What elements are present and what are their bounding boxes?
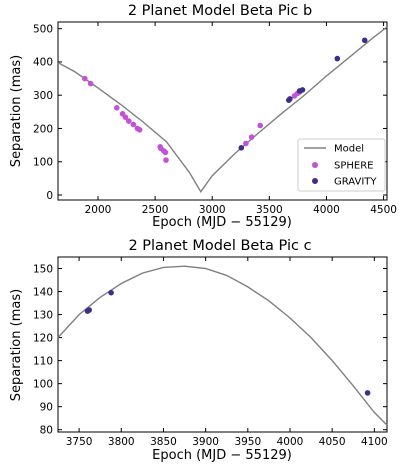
gravity-point [334,55,341,62]
y-axis-label-c: Separation (mas) [9,289,24,401]
gravity-point [86,307,92,313]
data-marks-b [57,26,388,193]
panel-beta-pic-c: 2 Planet Model Beta Pic c 3750 3800 3850 39… [9,238,388,463]
model-curve-c [57,265,388,426]
sphere-point [126,118,132,124]
gravity-point [238,145,245,151]
sphere-point [257,122,264,129]
y-tick-label: 110 [33,355,53,367]
gravity-point [287,96,293,102]
x-tick-label: 4500 [370,204,397,216]
sphere-point [136,127,143,133]
y-tick-label: 200 [33,123,53,135]
x-tick-label: 3000 [199,204,226,216]
legend-gravity-label: GRAVITY [334,177,377,188]
sphere-point [162,149,169,156]
axis-ticks-b [58,22,387,200]
legend-sphere-label: SPHERE [334,161,373,172]
y-tick-label: 0 [46,190,53,202]
x-tick-labels-c: 3750 3800 3850 3900 3950 4000 4050 4100 [66,436,388,448]
y-tick-labels-c: 80 90 100 110 120 130 140 150 [33,263,53,436]
y-tick-label: 100 [33,157,53,169]
sphere-point [87,80,94,87]
axis-ticks-c [58,257,387,432]
x-tick-label: 4100 [361,436,388,448]
legend-box [297,138,386,192]
legend-b: Model SPHERE GRAVITY [297,138,386,192]
y-tick-label: 100 [33,378,53,390]
y-tick-labels-b: 0 100 200 300 400 500 [33,23,53,201]
model-curve-b [57,26,388,193]
y-tick-label: 120 [33,332,53,344]
sphere-point [130,121,137,128]
chart-title-b: 2 Planet Model Beta Pic b [128,3,312,19]
panel-beta-pic-b: 2 Planet Model Beta Pic b 2000 2500 3000 35… [9,3,397,230]
sphere-point [82,75,88,82]
plot-frame-c [57,256,388,433]
y-tick-label: 80 [40,424,53,436]
y-tick-label: 500 [33,23,53,35]
y-tick-label: 300 [33,90,53,102]
x-tick-label: 2500 [142,204,169,216]
y-tick-label: 140 [33,286,53,298]
x-tick-label: 3850 [150,436,177,448]
x-tick-label: 3750 [66,436,93,448]
x-tick-label: 3900 [192,436,219,448]
sphere-point [248,134,255,140]
sphere-point [157,144,163,150]
plot-frame-b [57,21,388,201]
x-tick-label: 3800 [108,436,135,448]
gravity-point [361,37,368,44]
sphere-point [122,114,129,120]
y-tick-label: 150 [33,263,53,275]
legend-model-label: Model [334,144,364,155]
x-tick-label: 3500 [256,204,283,216]
legend-gravity-swatch [312,178,318,184]
data-marks-c [57,265,388,426]
x-tick-label: 4000 [277,436,304,448]
y-tick-label: 130 [33,309,53,321]
x-axis-label-c: Epoch (MJD − 55129) [152,448,292,463]
y-axis-label-b: Separation (mas) [9,55,24,167]
sphere-point [163,157,169,163]
x-tick-label: 4000 [313,204,340,216]
y-tick-label: 400 [33,57,53,69]
x-tick-label: 3950 [234,436,261,448]
gravity-point [299,87,306,93]
gravity-point [364,390,371,396]
x-tick-label: 4050 [319,436,346,448]
x-axis-label-b: Epoch (MJD − 55129) [152,215,292,230]
sphere-point [114,105,120,111]
chart-title-c: 2 Planet Model Beta Pic c [128,238,311,254]
x-tick-label: 2000 [85,204,112,216]
legend-sphere-swatch [312,162,318,168]
x-tick-labels-b: 2000 2500 3000 3500 4000 4500 [85,204,397,216]
sphere-point [243,140,249,147]
y-tick-label: 90 [40,401,53,413]
gravity-point [108,289,114,296]
